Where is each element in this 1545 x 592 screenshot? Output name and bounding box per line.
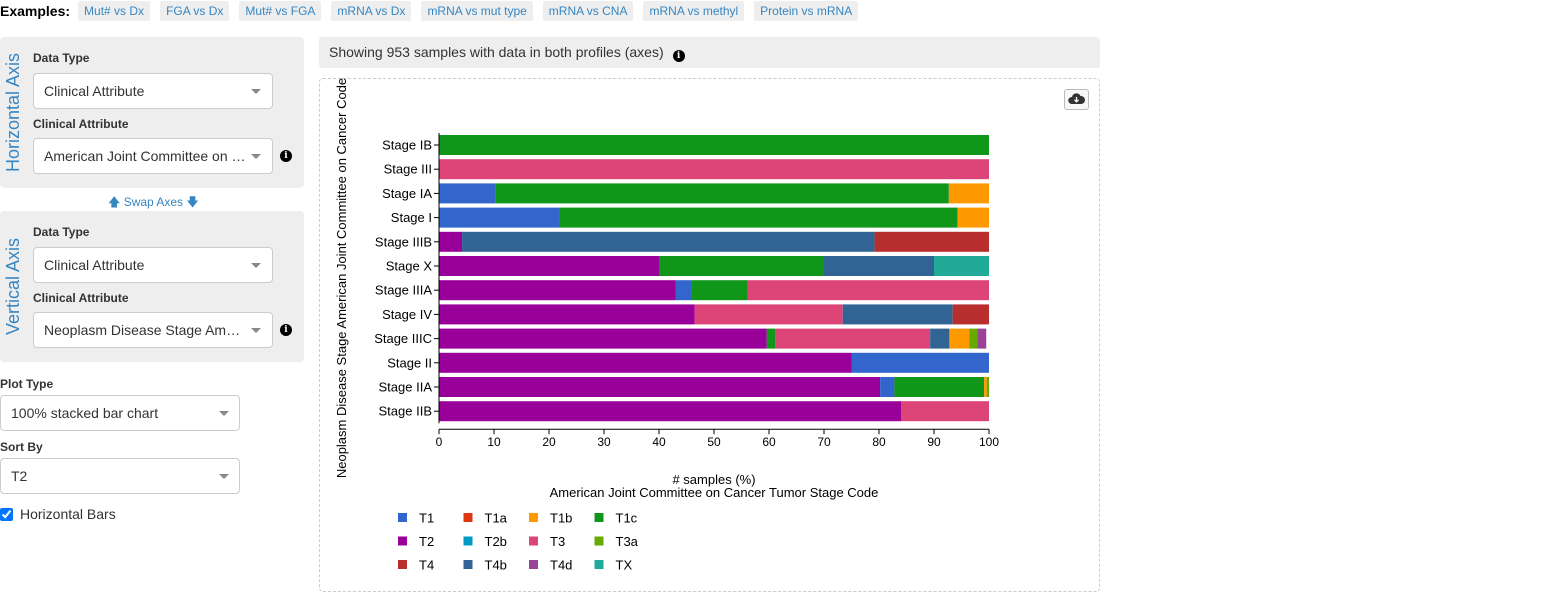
info-icon[interactable]: i [280, 150, 292, 162]
v-data-type-select[interactable]: Clinical Attribute [33, 247, 273, 283]
arrow-up-icon: 🡅 [108, 195, 121, 209]
h-data-type-value: Clinical Attribute [44, 83, 145, 99]
h-clinical-attribute-value: American Joint Committee on Cancer Tumor… [44, 148, 273, 164]
example-mrna-vs-methyl[interactable]: mRNA vs methyl [643, 0, 745, 21]
cloud-download-icon [1068, 93, 1086, 104]
v-data-type-label: Data Type [33, 225, 90, 239]
chevron-down-icon [251, 154, 261, 159]
plot-type-label: Plot Type [0, 377, 54, 391]
example-mut-vs-fga[interactable]: Mut# vs FGA [239, 0, 322, 21]
example-mut-vs-dx[interactable]: Mut# vs Dx [78, 0, 151, 21]
v-data-type-value: Clinical Attribute [44, 257, 145, 273]
horizontal-bars-label[interactable]: Horizontal Bars [20, 506, 116, 522]
vertical-axis-title: Vertical Axis [3, 237, 23, 335]
chevron-down-icon [219, 474, 229, 479]
horizontal-bars-option: Horizontal Bars [0, 506, 116, 522]
swap-axes-label: Swap Axes [123, 195, 184, 209]
info-icon[interactable]: i [280, 324, 292, 336]
h-clinical-attribute-select[interactable]: American Joint Committee on Cancer Tumor… [33, 138, 273, 174]
example-mrna-vs-cna[interactable]: mRNA vs CNA [542, 0, 634, 21]
sort-by-select[interactable]: T2 [0, 458, 240, 494]
example-mrna-vs-dx[interactable]: mRNA vs Dx [331, 0, 412, 21]
examples-bar: Examples: Mut# vs Dx FGA vs Dx Mut# vs F… [0, 0, 868, 21]
info-icon[interactable]: i [672, 50, 685, 62]
vertical-axis-panel: Vertical Axis Data Type Clinical Attribu… [0, 211, 304, 362]
plot-container [319, 78, 1100, 592]
v-clinical-attribute-select[interactable]: Neoplasm Disease Stage American Joint Co… [33, 312, 273, 348]
plot-type-select[interactable]: 100% stacked bar chart [0, 395, 240, 431]
example-mrna-vs-mut-type[interactable]: mRNA vs mut type [421, 0, 533, 21]
horizontal-axis-panel: Horizontal Axis Data Type Clinical Attri… [0, 37, 304, 188]
example-fga-vs-dx[interactable]: FGA vs Dx [160, 0, 230, 21]
horizontal-bars-checkbox[interactable] [0, 507, 13, 521]
download-button[interactable] [1064, 89, 1089, 110]
chevron-down-icon [251, 89, 261, 94]
example-protein-vs-mrna[interactable]: Protein vs mRNA [754, 0, 859, 21]
v-clinical-attribute-value: Neoplasm Disease Stage American Joint Co… [44, 322, 272, 338]
chevron-down-icon [219, 411, 229, 416]
samples-info-text: Showing 953 samples with data in both pr… [329, 44, 664, 60]
plot-type-value: 100% stacked bar chart [11, 405, 159, 421]
sort-by-label: Sort By [0, 440, 43, 454]
horizontal-axis-title: Horizontal Axis [3, 52, 23, 172]
arrow-down-icon: 🡇 [186, 195, 199, 209]
examples-label: Examples: [0, 2, 71, 19]
h-data-type-select[interactable]: Clinical Attribute [33, 73, 273, 109]
swap-axes-button[interactable]: 🡅 Swap Axes 🡇 [108, 193, 199, 214]
samples-info-bar: Showing 953 samples with data in both pr… [319, 37, 1100, 68]
v-clinical-attribute-label: Clinical Attribute [33, 291, 129, 305]
chevron-down-icon [251, 263, 261, 268]
h-clinical-attribute-label: Clinical Attribute [33, 117, 129, 131]
h-data-type-label: Data Type [33, 51, 90, 65]
sort-by-value: T2 [11, 468, 28, 484]
chevron-down-icon [251, 328, 261, 333]
